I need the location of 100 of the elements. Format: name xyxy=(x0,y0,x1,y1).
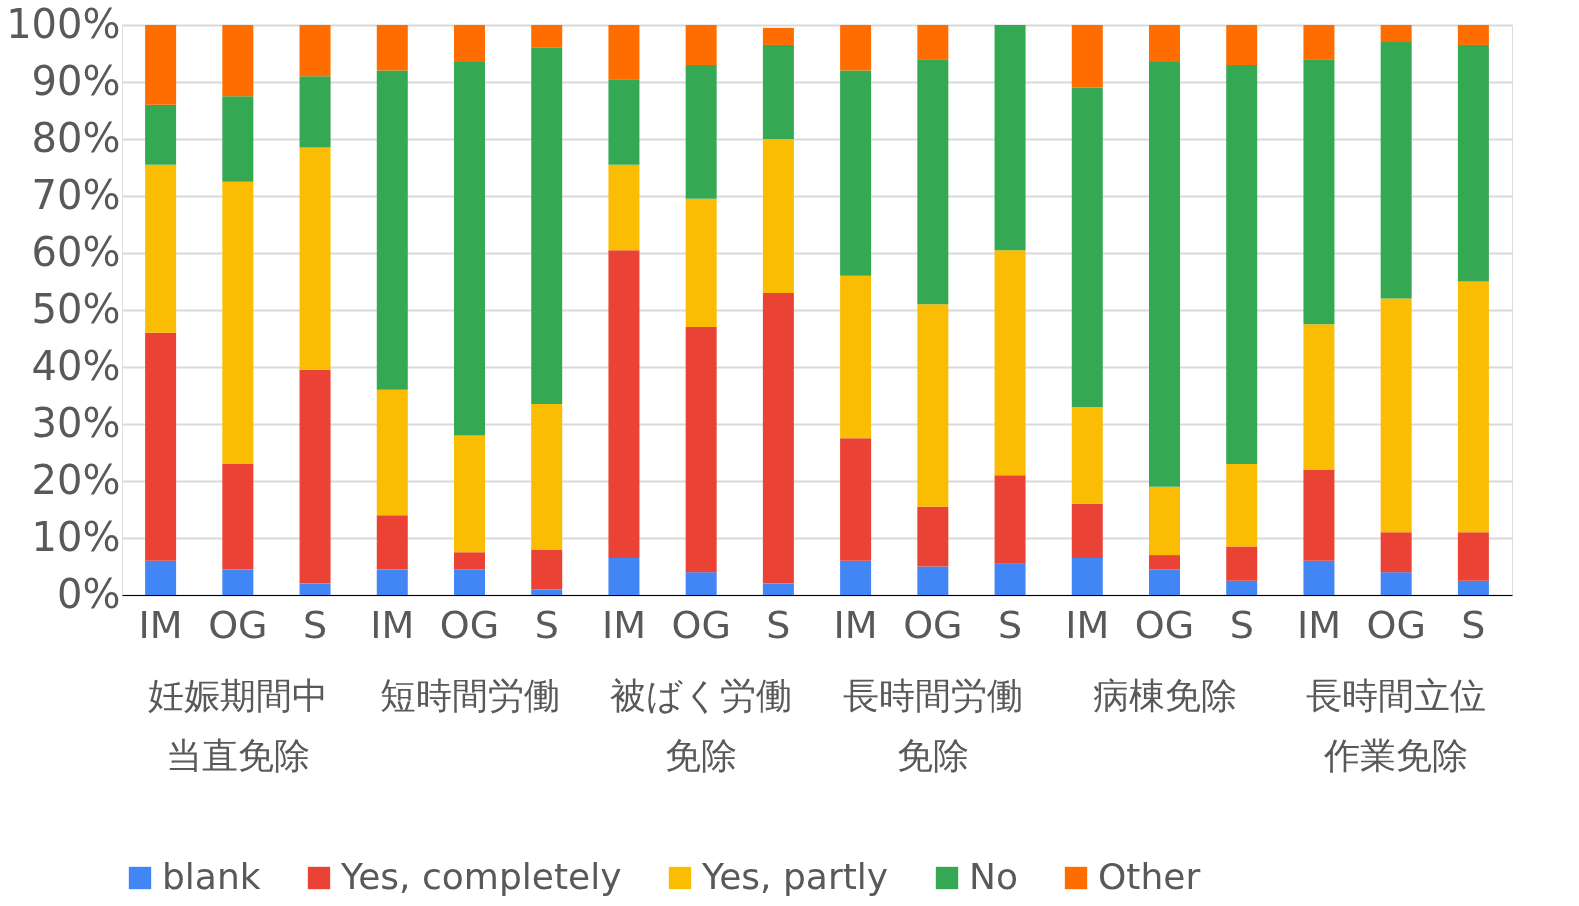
bar xyxy=(685,327,717,573)
bar xyxy=(1071,406,1103,504)
text: 妊娠期間中当直免除 xyxy=(147,675,328,776)
legend-label: Yes, partly xyxy=(701,856,889,897)
x-tick-label: S xyxy=(302,602,328,647)
x-tick-label: OG xyxy=(671,602,731,647)
bar xyxy=(1149,486,1180,556)
bar xyxy=(917,59,949,305)
bar xyxy=(917,25,949,60)
bar xyxy=(1226,64,1258,464)
y-tick-label: 50% xyxy=(31,285,121,332)
bar xyxy=(376,569,408,595)
bar xyxy=(222,569,254,595)
text: 病棟免除 xyxy=(1092,675,1237,716)
bar xyxy=(1457,25,1489,45)
bar xyxy=(145,25,177,105)
x-tick-label: IM xyxy=(601,602,646,647)
bar xyxy=(917,304,949,507)
bar xyxy=(1380,42,1412,299)
bar xyxy=(222,181,254,464)
bar xyxy=(1303,324,1335,470)
bar xyxy=(840,438,872,561)
bar xyxy=(762,44,794,139)
bar xyxy=(299,583,331,595)
bar xyxy=(454,552,485,570)
bar xyxy=(376,70,408,390)
bar xyxy=(1071,25,1103,88)
y-tick-label: 90% xyxy=(31,57,121,104)
bar xyxy=(454,25,485,63)
bar xyxy=(1071,503,1103,558)
bar xyxy=(685,572,717,595)
bar xyxy=(840,275,872,439)
bar xyxy=(685,25,717,65)
bar xyxy=(454,62,485,436)
bar xyxy=(454,435,485,553)
y-tick-label: 20% xyxy=(31,456,121,503)
x-tick-label: IM xyxy=(138,602,183,647)
bar xyxy=(1380,572,1412,595)
legend-label: blank xyxy=(162,856,261,897)
bar xyxy=(762,292,794,584)
bar xyxy=(222,463,254,570)
bar xyxy=(608,79,640,165)
bar xyxy=(762,583,794,595)
bar xyxy=(1226,25,1258,65)
bar xyxy=(762,139,794,293)
x-tick-label: IM xyxy=(1296,602,1341,647)
bar xyxy=(608,25,640,80)
bar xyxy=(531,589,563,595)
bar xyxy=(1226,463,1258,547)
bar xyxy=(145,560,177,595)
y-tick-label: 80% xyxy=(31,114,121,161)
bar xyxy=(1303,469,1335,561)
bar xyxy=(454,569,485,595)
bar xyxy=(1457,532,1489,581)
y-tick-label: 40% xyxy=(31,342,121,389)
bar xyxy=(376,515,408,570)
text: 長時間立位作業免除 xyxy=(1306,675,1487,776)
bar xyxy=(1226,580,1258,595)
bar xyxy=(1380,298,1412,533)
bar xyxy=(1303,560,1335,595)
bar xyxy=(840,560,872,595)
bar xyxy=(1149,555,1180,570)
y-tick-label: 60% xyxy=(31,228,121,275)
bar xyxy=(1380,25,1412,43)
x-tick-label: OG xyxy=(439,602,500,647)
bar xyxy=(1457,281,1489,533)
bar xyxy=(1457,580,1489,595)
bar xyxy=(608,164,640,251)
bar xyxy=(840,70,872,276)
x-tick-label: S xyxy=(766,602,791,647)
bar xyxy=(1149,25,1180,63)
bar xyxy=(685,198,717,328)
bar xyxy=(1457,44,1489,282)
bar xyxy=(1071,557,1103,595)
bar xyxy=(1303,25,1335,60)
bar xyxy=(1303,59,1335,325)
bar xyxy=(994,25,1026,251)
bar xyxy=(145,164,177,333)
x-tick-label: OG xyxy=(1134,602,1195,647)
y-tick-label: 30% xyxy=(31,399,121,446)
bar xyxy=(840,25,872,71)
bar xyxy=(994,250,1026,476)
bar xyxy=(299,25,331,77)
x-tick-label: OG xyxy=(1366,602,1426,647)
bar xyxy=(1380,532,1412,573)
bar xyxy=(917,566,949,595)
x-tick-label: S xyxy=(997,602,1023,647)
legend-label: No xyxy=(969,856,1018,897)
legend-label: Other xyxy=(1098,856,1201,897)
y-tick-label: 100% xyxy=(6,0,121,47)
y-tick-label: 0% xyxy=(57,570,121,617)
text: 長時間労働免除 xyxy=(842,675,1023,776)
bar xyxy=(376,25,408,71)
x-tick-label: S xyxy=(1461,602,1486,647)
x-tick-label: IM xyxy=(1065,602,1110,647)
y-tick-label: 70% xyxy=(31,171,121,218)
x-tick-label: IM xyxy=(370,602,415,647)
bar xyxy=(222,96,254,182)
x-tick-label: S xyxy=(1229,602,1254,647)
x-tick-label: IM xyxy=(833,602,878,647)
